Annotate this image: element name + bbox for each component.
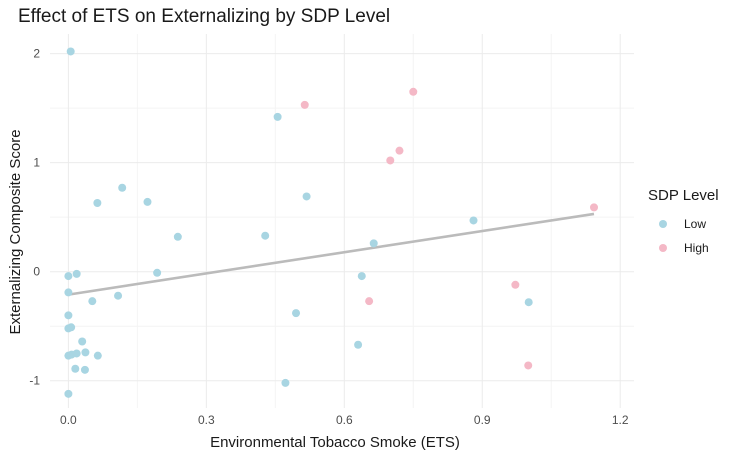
point-low [114,291,123,300]
x-tick-label: 0.0 [60,413,77,427]
chart-title: Effect of ETS on Externalizing by SDP Le… [18,6,391,27]
y-axis-title: Externalizing Composite Score [7,129,24,334]
legend: SDP Level Low High [648,187,719,255]
x-tick-label: 0.9 [474,413,491,427]
legend-key-low [659,220,667,228]
x-tick-label: 0.6 [336,413,353,427]
y-tick-label: 1 [33,156,40,170]
point-low [81,348,90,357]
legend-key-high [659,244,667,252]
point-low [369,239,378,248]
tick-labels: 0.0 0.3 0.6 0.9 1.2 -1 0 1 2 [29,47,629,427]
point-low [93,199,102,208]
trend-line-layer [68,212,595,296]
point-high [589,203,598,212]
point-low [64,389,73,398]
x-axis-title: Environmental Tobacco Smoke (ETS) [210,434,460,451]
y-tick-label: 2 [33,47,40,61]
point-high [365,297,374,306]
point-high [300,100,309,109]
point-low [78,337,87,346]
point-low [118,183,127,192]
point-low [173,232,182,241]
point-low [153,268,162,277]
x-tick-label: 0.3 [198,413,215,427]
point-high [395,146,404,155]
point-low [93,351,102,360]
point-low [72,269,81,278]
point-low [292,309,301,318]
legend-label-low: Low [684,217,706,231]
x-tick-label: 1.2 [612,413,629,427]
point-low [354,340,363,349]
trend-line [68,212,595,296]
point-high [511,280,520,289]
legend-label-high: High [684,241,709,255]
point-low [261,231,270,240]
point-low [66,47,75,56]
point-low [524,298,533,307]
point-low [273,112,282,121]
point-low [67,323,76,332]
point-high [386,156,395,165]
point-low [357,272,366,281]
y-tick-label: -1 [29,374,40,388]
point-low [64,288,73,297]
point-low [143,197,152,206]
point-low [64,311,73,320]
point-low [469,216,478,225]
point-low [281,378,290,387]
point-low [72,349,81,358]
data-points [64,47,598,398]
y-tick-label: 0 [33,265,40,279]
point-low [80,365,89,374]
point-low [302,192,311,201]
point-high [409,87,418,96]
legend-title: SDP Level [648,187,719,204]
point-high [524,361,533,370]
point-low [71,364,80,373]
point-low [88,297,97,306]
point-low [64,272,73,281]
